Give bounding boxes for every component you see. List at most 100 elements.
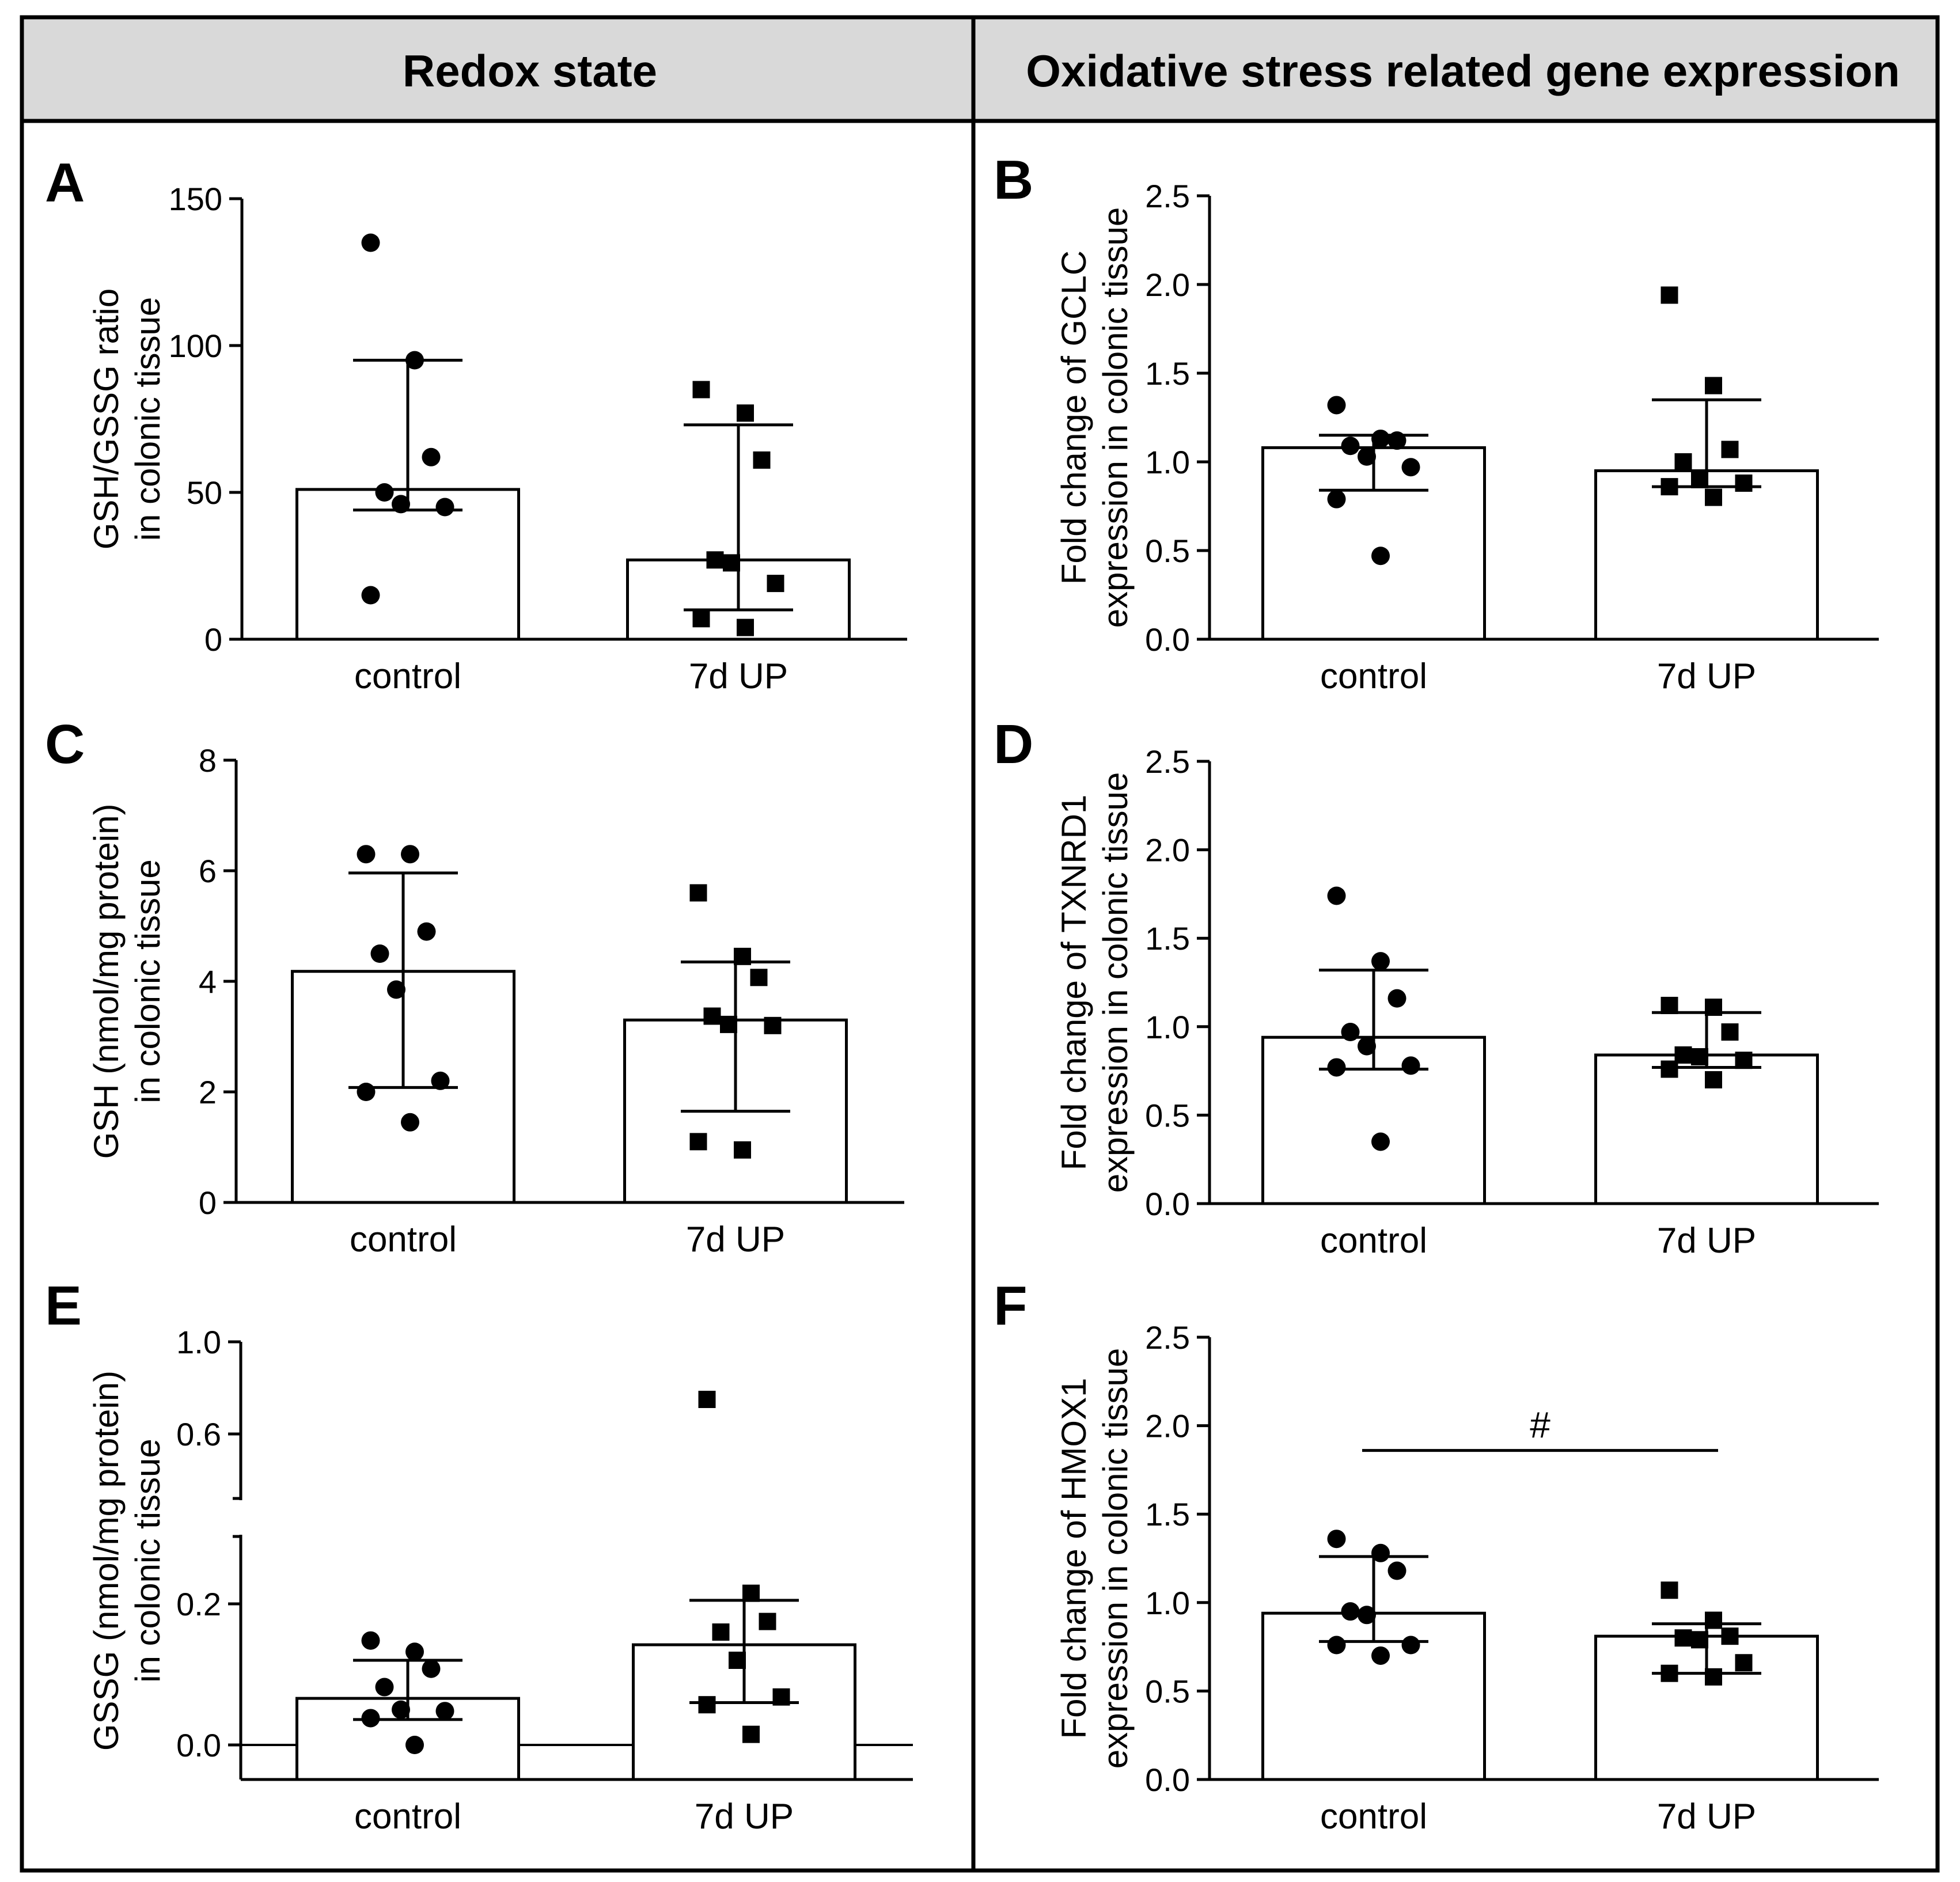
y-tick-label: 0.0 — [176, 1727, 221, 1763]
data-point — [1705, 999, 1722, 1016]
data-point — [1371, 547, 1390, 566]
right-column-title: Oxidative stress related gene expression — [1026, 45, 1900, 96]
data-point — [1358, 1037, 1376, 1056]
data-point — [1674, 1629, 1692, 1647]
y-tick-label: 1.5 — [1145, 355, 1190, 392]
panel-f: 0.0 0.5 1.0 1.5 2.0 2.5 F Fold change of HMOX1 e… — [994, 1275, 1879, 1837]
y-tick-label: 1.0 — [1145, 444, 1190, 480]
panel-letter-d: D — [994, 714, 1033, 775]
y-tick-label: 2.0 — [1145, 832, 1190, 868]
y-axis-title-line: Fold change of TXNRD1 — [1055, 795, 1093, 1171]
panel-letter-f: F — [994, 1275, 1028, 1337]
x-category-label: control — [354, 657, 461, 696]
panel-letter-a: A — [45, 152, 85, 214]
panel-b: 0.0 0.5 1.0 1.5 2.0 2.5 B Fold change of GCLC ex… — [994, 149, 1879, 696]
x-category-label: 7d UP — [689, 657, 788, 696]
data-point — [737, 619, 754, 636]
data-point — [703, 1007, 721, 1025]
data-point — [1387, 431, 1407, 450]
data-point — [375, 483, 394, 502]
data-point — [692, 610, 710, 628]
data-point — [1387, 989, 1407, 1008]
data-point — [1371, 1132, 1390, 1151]
data-point — [435, 1702, 454, 1721]
data-point — [1387, 1561, 1407, 1580]
y-tick-label: 1.0 — [1145, 1585, 1190, 1621]
data-point — [392, 1700, 410, 1719]
data-point — [405, 1736, 424, 1754]
y-tick-label: 0 — [204, 621, 222, 658]
panel-letter-e: E — [45, 1275, 82, 1337]
data-point — [1371, 952, 1390, 971]
y-tick-label: 0.0 — [1145, 621, 1190, 658]
data-point — [405, 351, 424, 370]
y-axis-title-line: expression in colonic tissue — [1096, 1348, 1135, 1769]
data-point — [720, 1015, 737, 1033]
data-point — [1341, 437, 1360, 456]
y-tick-label: 150 — [169, 181, 222, 217]
data-point — [361, 1709, 380, 1728]
y-tick-label: 4 — [199, 963, 217, 1000]
y-axis-title-line: Fold change of HMOX1 — [1055, 1378, 1093, 1739]
data-point — [1358, 447, 1376, 466]
y-axis-title-line: in colonic tissue — [128, 1439, 167, 1683]
data-point — [729, 1652, 746, 1669]
data-point — [1371, 429, 1390, 448]
data-point — [422, 447, 441, 466]
y-tick-label: 100 — [169, 328, 222, 364]
y-axis-title-line: Fold change of GCLC — [1055, 251, 1093, 585]
y-tick-label: 8 — [199, 742, 217, 779]
data-point — [1327, 1058, 1346, 1077]
data-point — [1705, 488, 1722, 506]
panel-d: 0.0 0.5 1.0 1.5 2.0 2.5 D Fold change of TXNRD1… — [994, 714, 1879, 1261]
y-tick-label: 0 — [199, 1185, 217, 1221]
y-axis-title-line: in colonic tissue — [128, 297, 167, 541]
data-point — [357, 1083, 376, 1101]
y-axis-title-line: expression in colonic tissue — [1096, 772, 1135, 1193]
significance-label: # — [1530, 1405, 1550, 1446]
data-point — [357, 845, 376, 864]
y-tick-label: 2.5 — [1145, 178, 1190, 214]
data-point — [1674, 453, 1692, 470]
data-point — [1660, 286, 1678, 304]
data-point — [723, 554, 740, 572]
data-point — [1660, 996, 1678, 1014]
x-category-label: control — [350, 1220, 457, 1259]
data-point — [734, 1141, 751, 1159]
data-point — [767, 575, 784, 593]
data-point — [1358, 1606, 1376, 1625]
header-background — [22, 17, 1938, 121]
data-point — [1371, 1646, 1390, 1665]
data-point — [742, 1584, 760, 1602]
data-point — [1327, 1636, 1346, 1655]
data-point — [759, 1612, 776, 1630]
data-point — [1341, 1602, 1360, 1621]
y-tick-label: 0.5 — [1145, 1673, 1190, 1709]
y-tick-label: 0.0 — [1145, 1762, 1190, 1798]
data-point — [1660, 478, 1678, 496]
y-tick-label: 2 — [199, 1074, 217, 1110]
panel-a: 0 50 100 150 A GSH/GSSG ratio in colonic tissu… — [45, 152, 907, 696]
data-point — [401, 845, 419, 864]
data-point — [1735, 1052, 1753, 1069]
data-point — [753, 451, 771, 469]
x-category-label: control — [1320, 1221, 1427, 1261]
data-point — [435, 498, 454, 517]
data-point — [1401, 1636, 1420, 1655]
y-axis-title-line: expression in colonic tissue — [1096, 207, 1135, 628]
y-tick-label: 2.5 — [1145, 743, 1190, 780]
data-point — [734, 947, 751, 965]
x-category-label: 7d UP — [1657, 1797, 1756, 1837]
data-point — [1401, 1056, 1420, 1075]
data-point — [712, 1623, 730, 1641]
y-tick-label: 2.5 — [1145, 1319, 1190, 1356]
data-point — [698, 1391, 716, 1408]
figure-frame — [20, 15, 1940, 1873]
data-point — [422, 1659, 441, 1678]
data-point — [692, 381, 710, 399]
y-tick-label: 1.0 — [1145, 1009, 1190, 1045]
y-tick-label: 6 — [199, 853, 217, 889]
